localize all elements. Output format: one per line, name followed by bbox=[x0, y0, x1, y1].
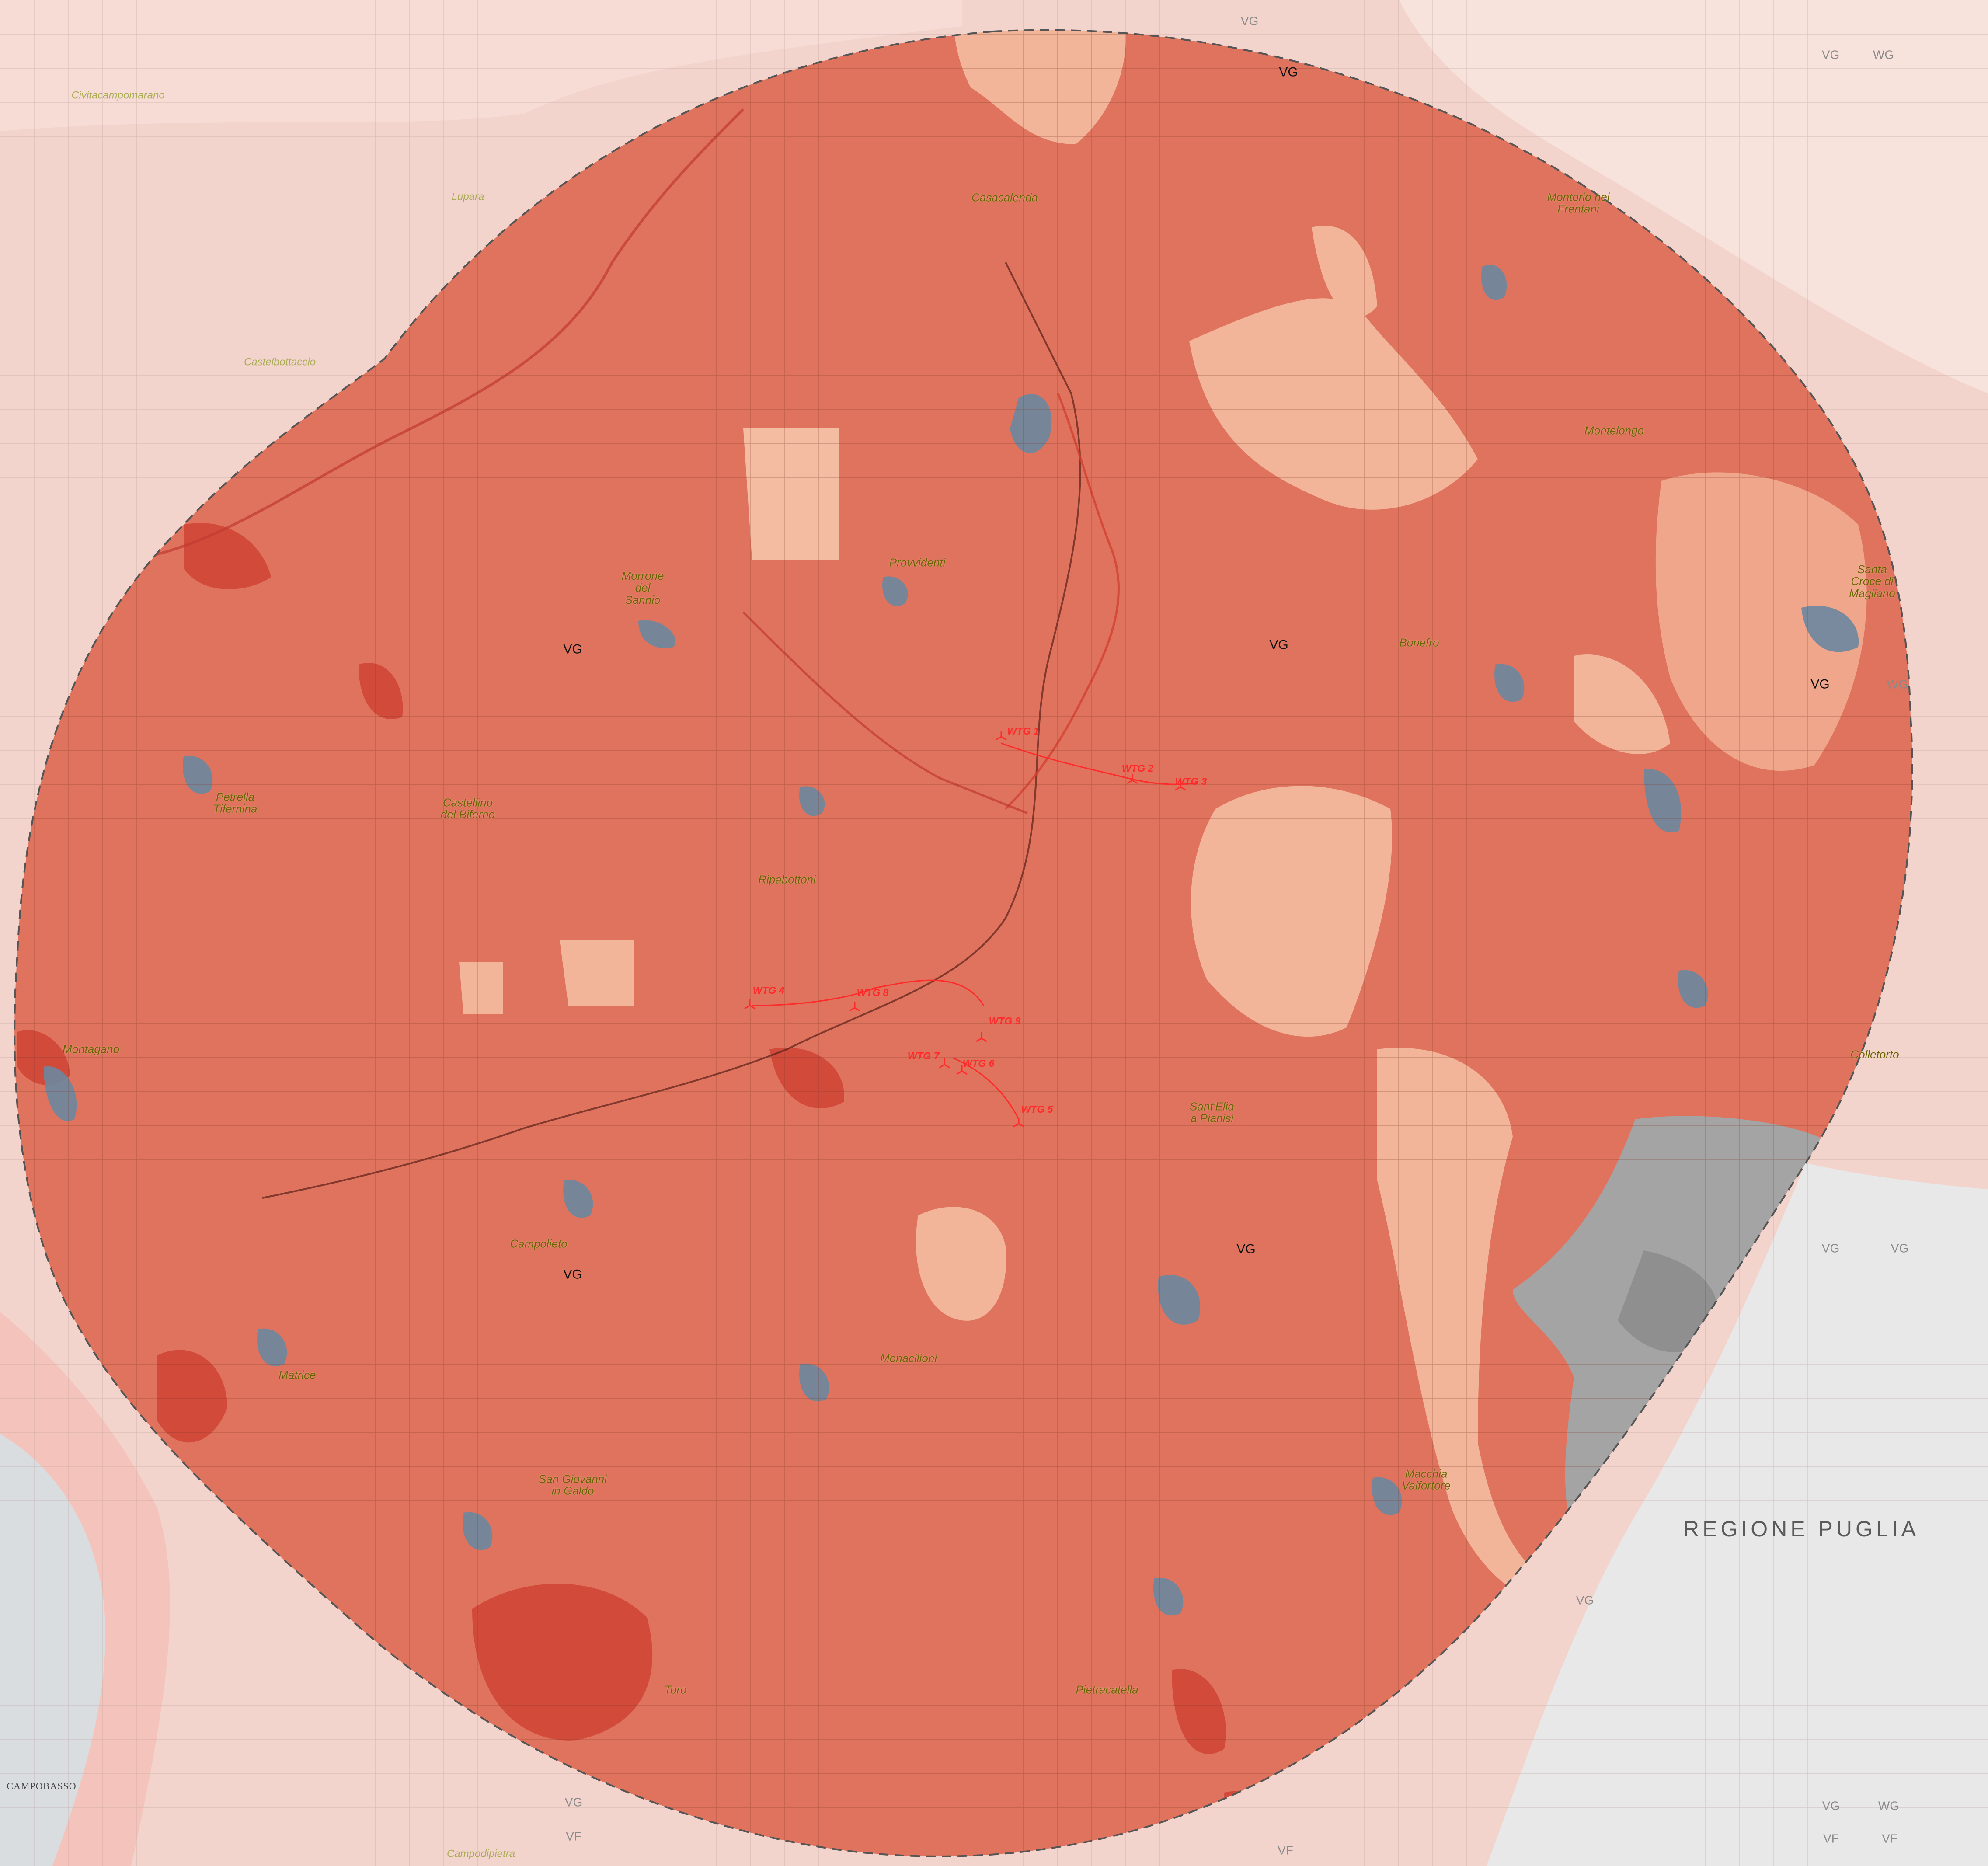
turbine-label-wtg-4[interactable]: WTG 4 bbox=[752, 984, 785, 996]
turbine-label-wtg-2[interactable]: WTG 2 bbox=[1121, 762, 1154, 774]
turbine-label-wtg-6[interactable]: WTG 6 bbox=[962, 1057, 995, 1069]
turbine-label-wtg-8[interactable]: WTG 8 bbox=[856, 986, 889, 998]
town-label-provvidenti: Provvidenti bbox=[889, 556, 946, 569]
zone-label-outer: VG bbox=[564, 1795, 583, 1809]
turbine-label-wtg-5[interactable]: WTG 5 bbox=[1021, 1103, 1053, 1115]
town-label-lupara: Lupara bbox=[451, 191, 484, 203]
town-label-montorio: Montorio nei Frentani bbox=[1547, 190, 1610, 216]
town-label-san-giovanni: San Giovanni in Galdo bbox=[538, 1472, 607, 1497]
town-label-sant-elia: Sant'Elia a Pianisi bbox=[1190, 1100, 1234, 1125]
town-label-matrice: Matrice bbox=[279, 1368, 316, 1382]
zone-label-outer: VG bbox=[1822, 1799, 1840, 1813]
turbine-label-wtg-3[interactable]: WTG 3 bbox=[1175, 775, 1207, 787]
town-label-castellino: Castellino del Biferno bbox=[440, 796, 495, 821]
zone-label: VG bbox=[1236, 1242, 1256, 1257]
town-label-morrone: Morrone del Sannio bbox=[621, 569, 664, 606]
turbine-label-wtg-7[interactable]: WTG 7 bbox=[907, 1050, 940, 1062]
town-label-pietracatella: Pietracatella bbox=[1076, 1683, 1138, 1696]
town-label-monacilioni: Monacilioni bbox=[880, 1351, 937, 1365]
town-label-ripabottoni: Ripabottoni bbox=[758, 873, 816, 886]
town-label-petrella: Petrella Tifernina bbox=[213, 790, 258, 815]
turbine-label-wtg-1-top[interactable]: WTG 1 bbox=[1007, 725, 1039, 737]
zone-label-outer: VF bbox=[1823, 1831, 1839, 1845]
town-label-montagano: Montagano bbox=[62, 1042, 120, 1056]
zone-label: VG bbox=[1269, 637, 1288, 652]
zone-label-outer: VF bbox=[1882, 1831, 1897, 1845]
zone-label: VG bbox=[563, 642, 582, 657]
town-label-civitacampomarano: Civitacampomarano bbox=[71, 89, 165, 101]
zone-label-outer: VG bbox=[1821, 48, 1840, 62]
town-label-bonefro: Bonefro bbox=[1399, 636, 1439, 649]
zone-label: VG bbox=[563, 1267, 582, 1282]
town-label-casacalenda: Casacalenda bbox=[971, 191, 1038, 204]
zone-label: VG bbox=[1810, 677, 1830, 692]
zone-label-outer: VG bbox=[1576, 1593, 1594, 1607]
turbine-markers bbox=[744, 731, 1186, 1128]
zone-label-outer: WG bbox=[1878, 1799, 1900, 1813]
zone-label-outer: VG bbox=[1821, 1241, 1840, 1255]
town-label-colletorto: Colletorto bbox=[1850, 1048, 1899, 1061]
city-label-campobasso: CAMPOBASSO bbox=[7, 1780, 77, 1792]
zone-label-outer: VF bbox=[566, 1829, 581, 1843]
zone-label-outer: WG bbox=[1887, 677, 1908, 691]
town-label-campolieto: Campolieto bbox=[510, 1237, 568, 1250]
town-label-montelongo: Montelongo bbox=[1584, 424, 1644, 437]
cable-routes bbox=[752, 742, 1198, 1120]
town-label-santa-croce: Santa Croce di Magliano bbox=[1849, 563, 1895, 600]
zone-label-outer: VG bbox=[1240, 14, 1259, 28]
turbine-label-wtg-9[interactable]: WTG 9 bbox=[989, 1015, 1021, 1027]
town-label-macchia: Macchia Valfortore bbox=[1402, 1467, 1451, 1492]
zone-label-outer: VF bbox=[1278, 1843, 1293, 1857]
zone-label-outer: VG bbox=[1891, 1241, 1909, 1255]
region-label: REGIONE PUGLIA bbox=[1683, 1516, 1919, 1541]
zone-label: VG bbox=[1279, 65, 1298, 80]
town-label-castelbottaccio: Castelbottaccio bbox=[244, 356, 316, 368]
town-label-campodipietra: Campodipietra bbox=[446, 1848, 515, 1860]
town-label-toro: Toro bbox=[664, 1683, 687, 1696]
zone-label-outer: WG bbox=[1873, 48, 1894, 62]
